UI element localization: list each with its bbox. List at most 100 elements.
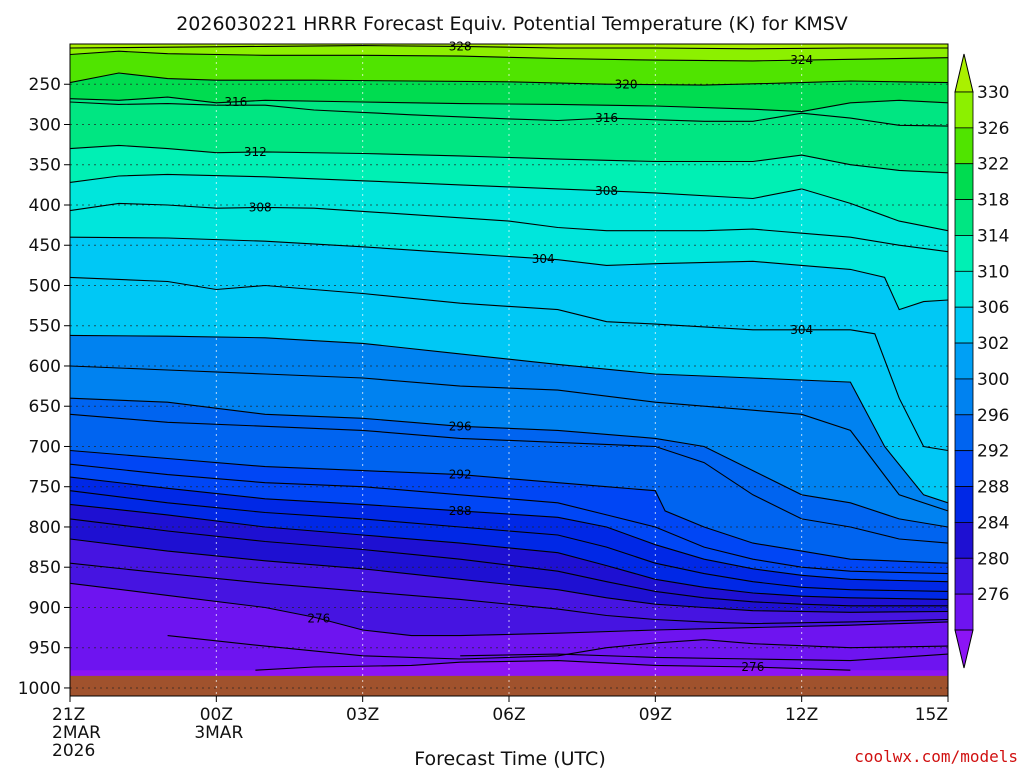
contour-label: 304 [790, 323, 813, 337]
contour-label: 316 [595, 111, 618, 125]
colorbar-label: 310 [977, 262, 1009, 282]
colorbar-label: 280 [977, 549, 1009, 569]
y-tick-label: 700 [29, 437, 61, 457]
contour-label: 324 [790, 53, 813, 67]
contour-line [70, 413, 948, 544]
y-tick-label: 650 [29, 397, 61, 417]
contour-line [70, 50, 948, 62]
colorbar-swatch [954, 91, 974, 129]
contour-line [70, 449, 948, 564]
contour-line [70, 518, 948, 607]
x-tick-label: 15Z [915, 705, 948, 725]
contour-line [70, 276, 948, 452]
colorbar-under-arrow [954, 629, 974, 669]
y-tick-label: 500 [29, 276, 61, 296]
colorbar-swatch [954, 270, 974, 308]
contour-label: 316 [224, 95, 247, 109]
contour-line [70, 96, 948, 113]
x-tick-label: 00Z [200, 705, 233, 725]
colorbar-swatch [954, 127, 974, 165]
contour-line [70, 582, 948, 637]
colorbar-swatch [954, 450, 974, 487]
contour-line [70, 173, 948, 232]
colorbar-swatch [954, 522, 974, 559]
x-tick-label: 12Z [785, 705, 818, 725]
colorbar-label: 302 [977, 334, 1009, 354]
y-tick-label: 1000 [18, 679, 61, 699]
contour-line [167, 635, 948, 660]
x-tick-label: 21Z [52, 705, 85, 725]
colorbar-label: 276 [977, 585, 1009, 605]
chart-title: 2026030221 HRRR Forecast Equiv. Potentia… [176, 13, 848, 35]
colorbar-label: 322 [977, 155, 1009, 175]
y-tick-label: 400 [29, 196, 61, 216]
contour-line [70, 503, 948, 600]
contour-line [70, 236, 948, 311]
colorbar-swatch [954, 306, 974, 344]
contour-line [70, 538, 948, 613]
contour-label: 296 [449, 419, 472, 433]
contour-line [70, 397, 948, 528]
contour-label: 312 [244, 145, 267, 159]
colorbar: 330 326 322 318 314 310 306 302 300 296 292 288 284 2… [954, 53, 1009, 669]
contour-line [70, 365, 948, 512]
contour-label: 328 [449, 39, 472, 53]
colorbar-label: 330 [977, 83, 1009, 103]
contour-line [70, 144, 948, 174]
contour-label: 288 [449, 504, 472, 518]
contour-line [70, 490, 948, 592]
x-tick-year: 2026 [52, 741, 95, 761]
colorbar-swatch [954, 486, 974, 523]
colorbar-label: 296 [977, 406, 1009, 426]
x-tick-date: 2MAR [52, 723, 101, 743]
contour-layer [70, 45, 948, 671]
y-tick-label: 550 [29, 317, 61, 337]
credit-link[interactable]: coolwx.com/models [854, 747, 1018, 766]
colorbar-swatch [954, 163, 974, 201]
x-tick-label: 09Z [639, 705, 672, 725]
contour-label: 308 [249, 200, 272, 214]
colorbar-label: 318 [977, 191, 1009, 211]
colorbar-swatch [954, 557, 974, 595]
colorbar-label: 292 [977, 442, 1009, 462]
contour-line [70, 476, 948, 583]
y-tick-label: 350 [29, 156, 61, 176]
contour-label: 308 [595, 184, 618, 198]
y-tick-label: 300 [29, 115, 61, 135]
contour-label: 292 [449, 468, 472, 482]
colorbar-swatch [954, 593, 974, 631]
colorbar-swatch [954, 199, 974, 236]
x-tick-date: 3MAR [194, 723, 243, 743]
contour-line [70, 562, 948, 625]
contour-line [70, 202, 948, 253]
y-axis: 250 300 350 400 450 500 550 600 650 700 750 800 850 9… [18, 75, 70, 699]
y-tick-label: 600 [29, 357, 61, 377]
x-tick-label: 06Z [492, 705, 525, 725]
plot-area [70, 44, 948, 696]
colorbar-label: 284 [977, 513, 1009, 533]
y-tick-label: 450 [29, 236, 61, 256]
contour-line [70, 334, 948, 504]
y-tick-label: 900 [29, 598, 61, 618]
y-tick-label: 750 [29, 478, 61, 498]
colorbar-swatch [954, 414, 974, 452]
y-tick-label: 250 [29, 75, 61, 95]
y-tick-label: 850 [29, 558, 61, 578]
colorbar-swatch [954, 235, 974, 272]
contour-label-layer: 328 324 320 316 316 312 308 308 304 304 296 292 288 2… [224, 39, 813, 674]
colorbar-over-arrow [954, 53, 974, 93]
colorbar-label: 314 [977, 226, 1009, 246]
x-axis-title: Forecast Time (UTC) [414, 748, 605, 768]
contour-label: 276 [741, 660, 764, 674]
colorbar-swatch [954, 378, 974, 416]
contour-line [70, 463, 948, 575]
y-tick-label: 800 [29, 518, 61, 538]
contour-line [70, 45, 948, 50]
y-tick-label: 950 [29, 639, 61, 659]
contour-line [70, 72, 948, 86]
contour-line [255, 660, 851, 671]
contour-line [70, 101, 948, 127]
contour-label: 304 [532, 252, 555, 266]
contour-line [460, 653, 948, 662]
